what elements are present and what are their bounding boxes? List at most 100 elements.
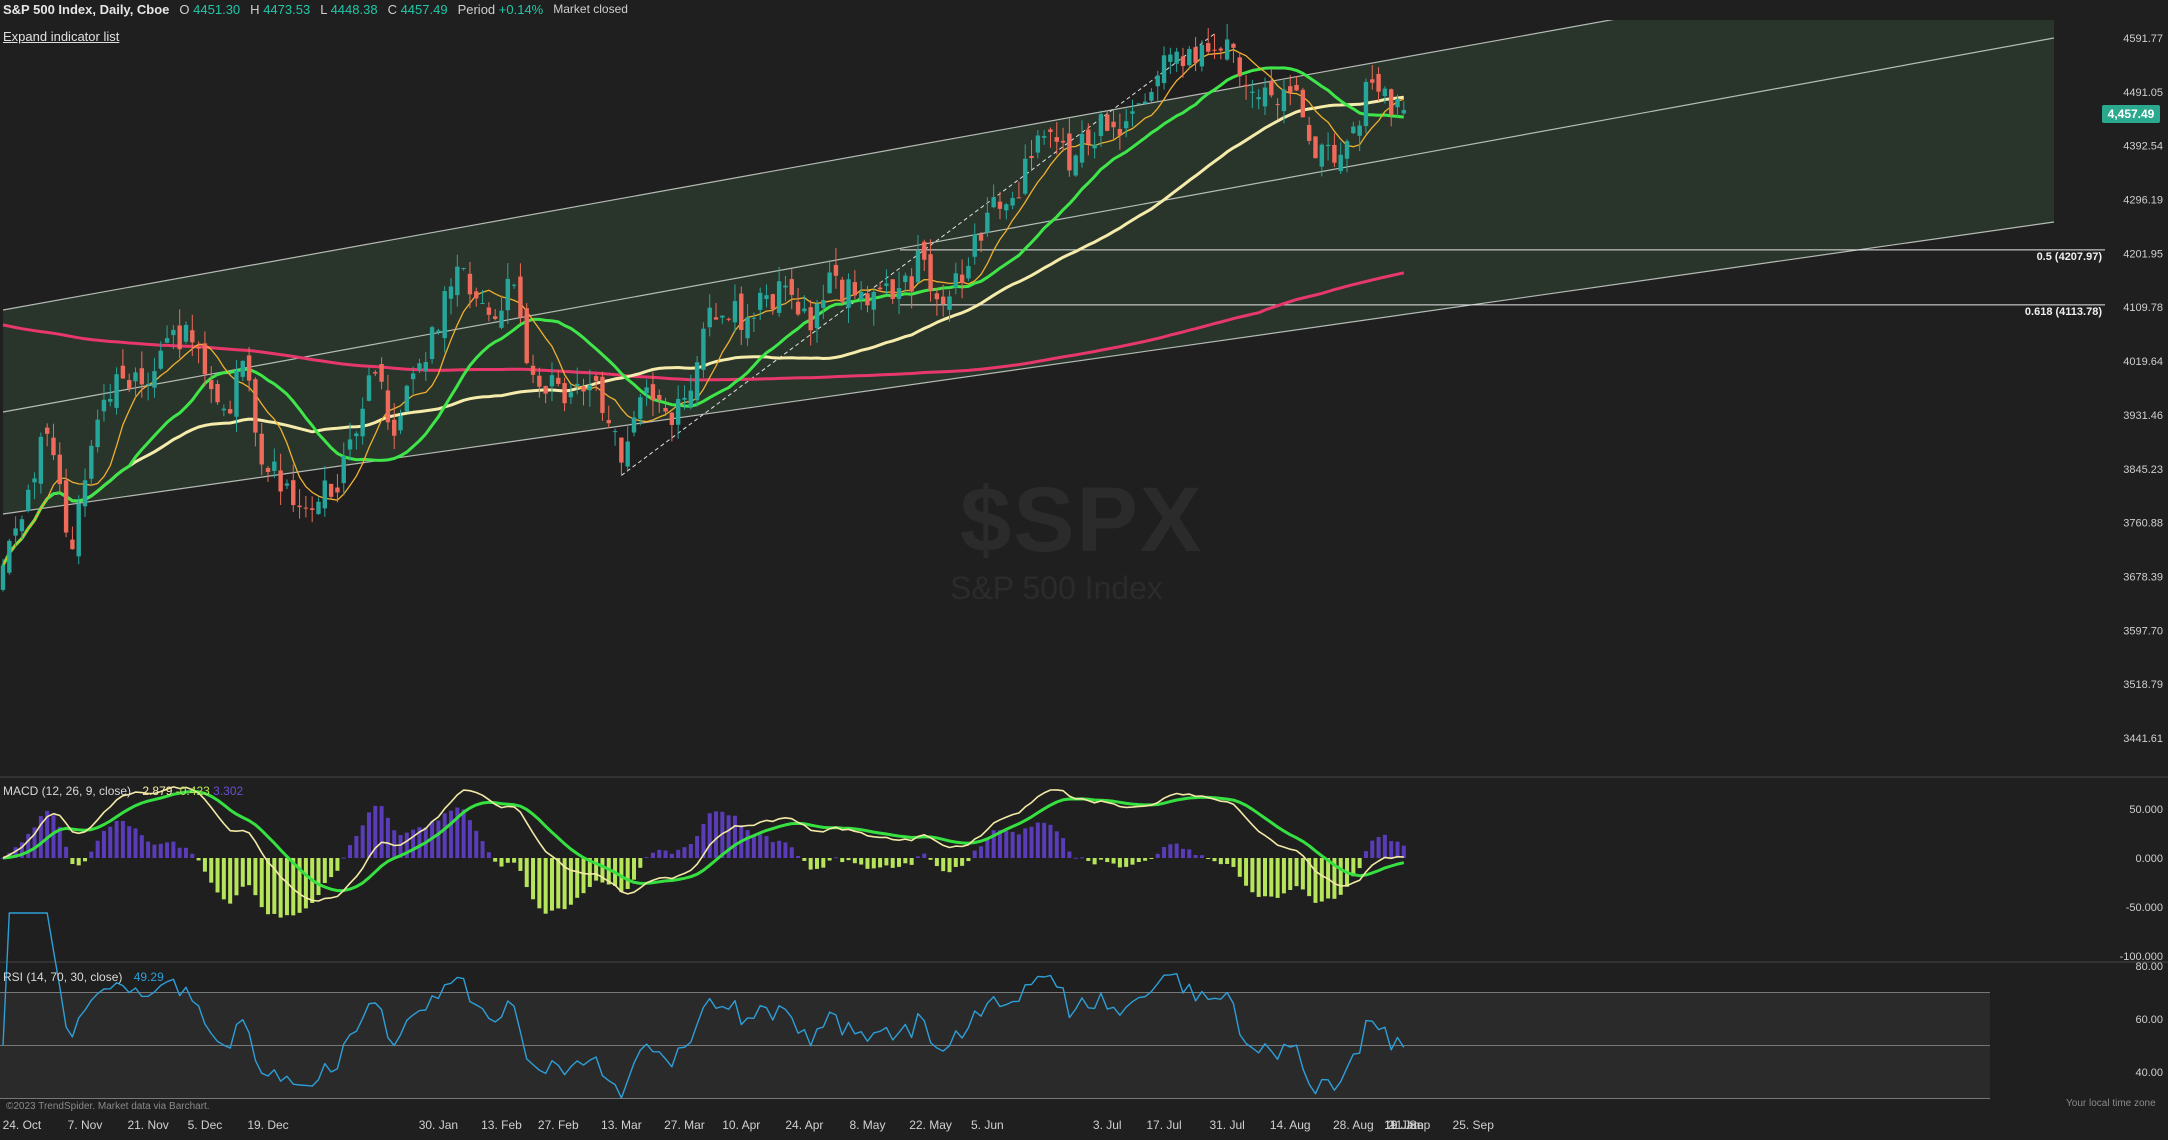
candle [202, 331, 208, 387]
candle-body [133, 372, 138, 382]
candle-body [556, 377, 561, 384]
candle-body [63, 480, 69, 533]
macd-histogram-bar [638, 858, 643, 868]
candle [688, 374, 693, 410]
macd-histogram-bar [587, 858, 592, 888]
candle [549, 362, 555, 402]
macd-histogram-bar [436, 820, 441, 858]
expand-indicator-list-link[interactable]: Expand indicator list [3, 29, 120, 44]
price-tick-label: 4109.78 [2123, 302, 2163, 314]
candle [669, 412, 675, 442]
rsi-legend: RSI (14, 70, 30, close) 49.29 [3, 970, 164, 984]
candle [139, 351, 145, 398]
macd-histogram-bar [947, 858, 952, 873]
candle-body [145, 383, 151, 386]
macd-histogram-bar [228, 858, 233, 904]
macd-histogram-bar [960, 858, 965, 866]
candle [1123, 108, 1129, 138]
macd-histogram-bar [89, 851, 94, 858]
candle [101, 384, 107, 422]
candle-body [1370, 79, 1375, 83]
candle-body [827, 272, 832, 294]
macd-histogram-bar [1035, 822, 1040, 858]
candle-body [953, 273, 959, 288]
candle [909, 268, 914, 309]
candle [474, 287, 479, 307]
macd-histogram-bar [392, 830, 397, 858]
macd-histogram-bar [291, 858, 296, 916]
macd-histogram-bar [821, 858, 826, 868]
candle [480, 289, 485, 304]
macd-histogram-bar [669, 853, 674, 858]
candle [606, 405, 611, 428]
candle [38, 432, 44, 494]
candle-body [682, 397, 687, 400]
candle-body [846, 279, 851, 308]
candle [1288, 75, 1293, 106]
macd-histogram-bar [1067, 851, 1072, 858]
candle-body [802, 308, 807, 312]
dashed-trendline [621, 33, 1215, 476]
open-value: 4451.30 [193, 1, 241, 17]
macd-histogram-bar [461, 809, 466, 858]
macd-signal-value: 3.302 [213, 784, 244, 798]
candle [347, 422, 353, 461]
candle [70, 526, 75, 550]
macd-signal-line [2, 790, 1405, 893]
candle [158, 341, 163, 371]
candle-body [972, 234, 977, 257]
candle [253, 377, 258, 447]
macd-histogram-bar [934, 858, 939, 867]
candle [1256, 89, 1261, 110]
macd-histogram-bar [972, 850, 977, 858]
candle-body [1174, 51, 1179, 64]
candle [366, 367, 372, 402]
candle-body [524, 308, 529, 364]
high-label: H [250, 1, 260, 17]
price-tick-label: 3931.46 [2123, 410, 2163, 422]
candle-body [1142, 101, 1148, 104]
candle-body [1086, 129, 1091, 144]
macd-histogram-bar [1193, 854, 1198, 858]
candle [751, 312, 757, 333]
candle-body [158, 350, 163, 369]
macd-histogram-bar [518, 858, 523, 871]
candle-body [1237, 57, 1242, 77]
time-tick-label: 21. Nov [127, 1118, 168, 1132]
candle [127, 373, 132, 392]
candle [1117, 113, 1123, 150]
macd-histogram-bar [512, 858, 517, 863]
candle [903, 272, 908, 294]
candle-body [631, 417, 637, 433]
candle-body [1288, 86, 1293, 93]
candle [840, 276, 845, 305]
candle-body [1363, 81, 1369, 126]
macd-histogram-bar [600, 858, 605, 883]
macd-histogram-bar [1351, 858, 1356, 877]
candle-body [896, 288, 902, 299]
time-tick-label: 24. Oct [3, 1118, 42, 1132]
macd-histogram-bar [272, 858, 277, 914]
candle-body [1395, 98, 1400, 108]
candle-body [196, 346, 201, 349]
macd-histogram-bar [1061, 838, 1066, 858]
macd-histogram-bar [1054, 831, 1059, 858]
macd-histogram-bar [266, 858, 271, 915]
candle-body [1256, 97, 1261, 100]
candle [1136, 103, 1141, 105]
macd-histogram-bar [183, 847, 188, 858]
macd-histogram-bar [1313, 858, 1318, 903]
candle-body [309, 508, 315, 510]
macd-tick-label: -50.000 [2126, 902, 2163, 914]
header-mask [0, 0, 2168, 20]
candle-body [997, 201, 1003, 209]
candle [1218, 46, 1224, 60]
candle-body [1206, 43, 1211, 52]
macd-histogram-bar [543, 858, 548, 914]
chart-header: S&P 500 Index, Daily, Cboe O 4451.30 H 4… [3, 0, 628, 18]
macd-histogram-bar [789, 847, 794, 858]
macd-histogram-bar [303, 858, 308, 909]
candle [915, 235, 921, 283]
candle [814, 299, 820, 343]
